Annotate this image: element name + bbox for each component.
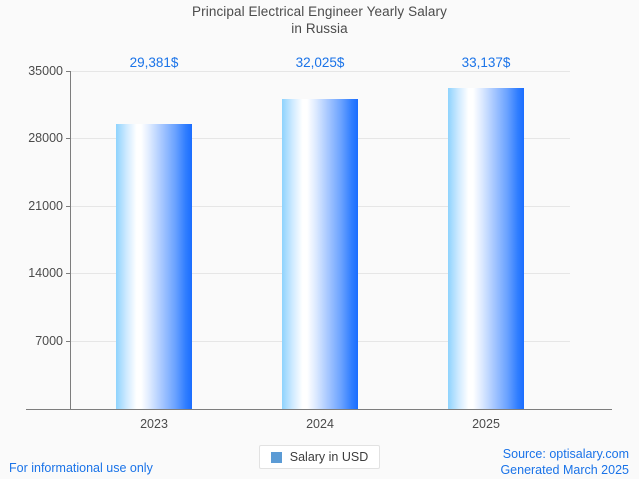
y-tick-label-14000: 14000 bbox=[28, 266, 63, 280]
source-text: Source: optisalary.com bbox=[502, 447, 629, 461]
y-tick-label-21000: 21000 bbox=[28, 199, 63, 213]
source-attribution: Source: optisalary.com Generated March 2… bbox=[500, 446, 629, 478]
chart-title: Principal Electrical Engineer Yearly Sal… bbox=[0, 3, 639, 37]
gridline-35000 bbox=[71, 71, 570, 72]
y-tick-label-28000: 28000 bbox=[28, 131, 63, 145]
bar-2025[interactable] bbox=[448, 88, 524, 409]
x-axis-label-2025: 2025 bbox=[472, 417, 500, 431]
generated-date-text: Generated March 2025 bbox=[500, 463, 629, 477]
value-label-2023: 29,381$ bbox=[129, 55, 179, 70]
y-tick-mark-21000 bbox=[66, 206, 71, 207]
value-label-2024: 32,025$ bbox=[295, 55, 345, 70]
chart-title-line-2: in Russia bbox=[291, 21, 348, 36]
x-axis-label-2024: 2024 bbox=[306, 417, 334, 431]
legend-item-label: Salary in USD bbox=[289, 450, 369, 464]
x-axis-label-2023: 2023 bbox=[140, 417, 168, 431]
x-axis-line bbox=[26, 409, 612, 410]
disclaimer-text: For informational use only bbox=[9, 461, 153, 475]
y-tick-mark-35000 bbox=[66, 71, 71, 72]
y-axis-tick-labels: 35000 28000 21000 14000 7000 bbox=[0, 0, 71, 479]
bar-2024[interactable] bbox=[282, 99, 358, 409]
y-axis-line bbox=[70, 71, 71, 409]
chart-title-line-1: Principal Electrical Engineer Yearly Sal… bbox=[192, 4, 447, 19]
y-tick-mark-28000 bbox=[66, 138, 71, 139]
bar-2023[interactable] bbox=[116, 124, 192, 409]
plot-area bbox=[71, 71, 570, 409]
value-label-2025: 33,137$ bbox=[461, 55, 511, 70]
y-tick-label-35000: 35000 bbox=[28, 64, 63, 78]
y-tick-mark-14000 bbox=[66, 273, 71, 274]
y-tick-mark-7000 bbox=[66, 341, 71, 342]
y-tick-label-7000: 7000 bbox=[35, 334, 63, 348]
legend-color-swatch-icon bbox=[270, 451, 282, 463]
chart-legend[interactable]: Salary in USD bbox=[259, 445, 380, 469]
